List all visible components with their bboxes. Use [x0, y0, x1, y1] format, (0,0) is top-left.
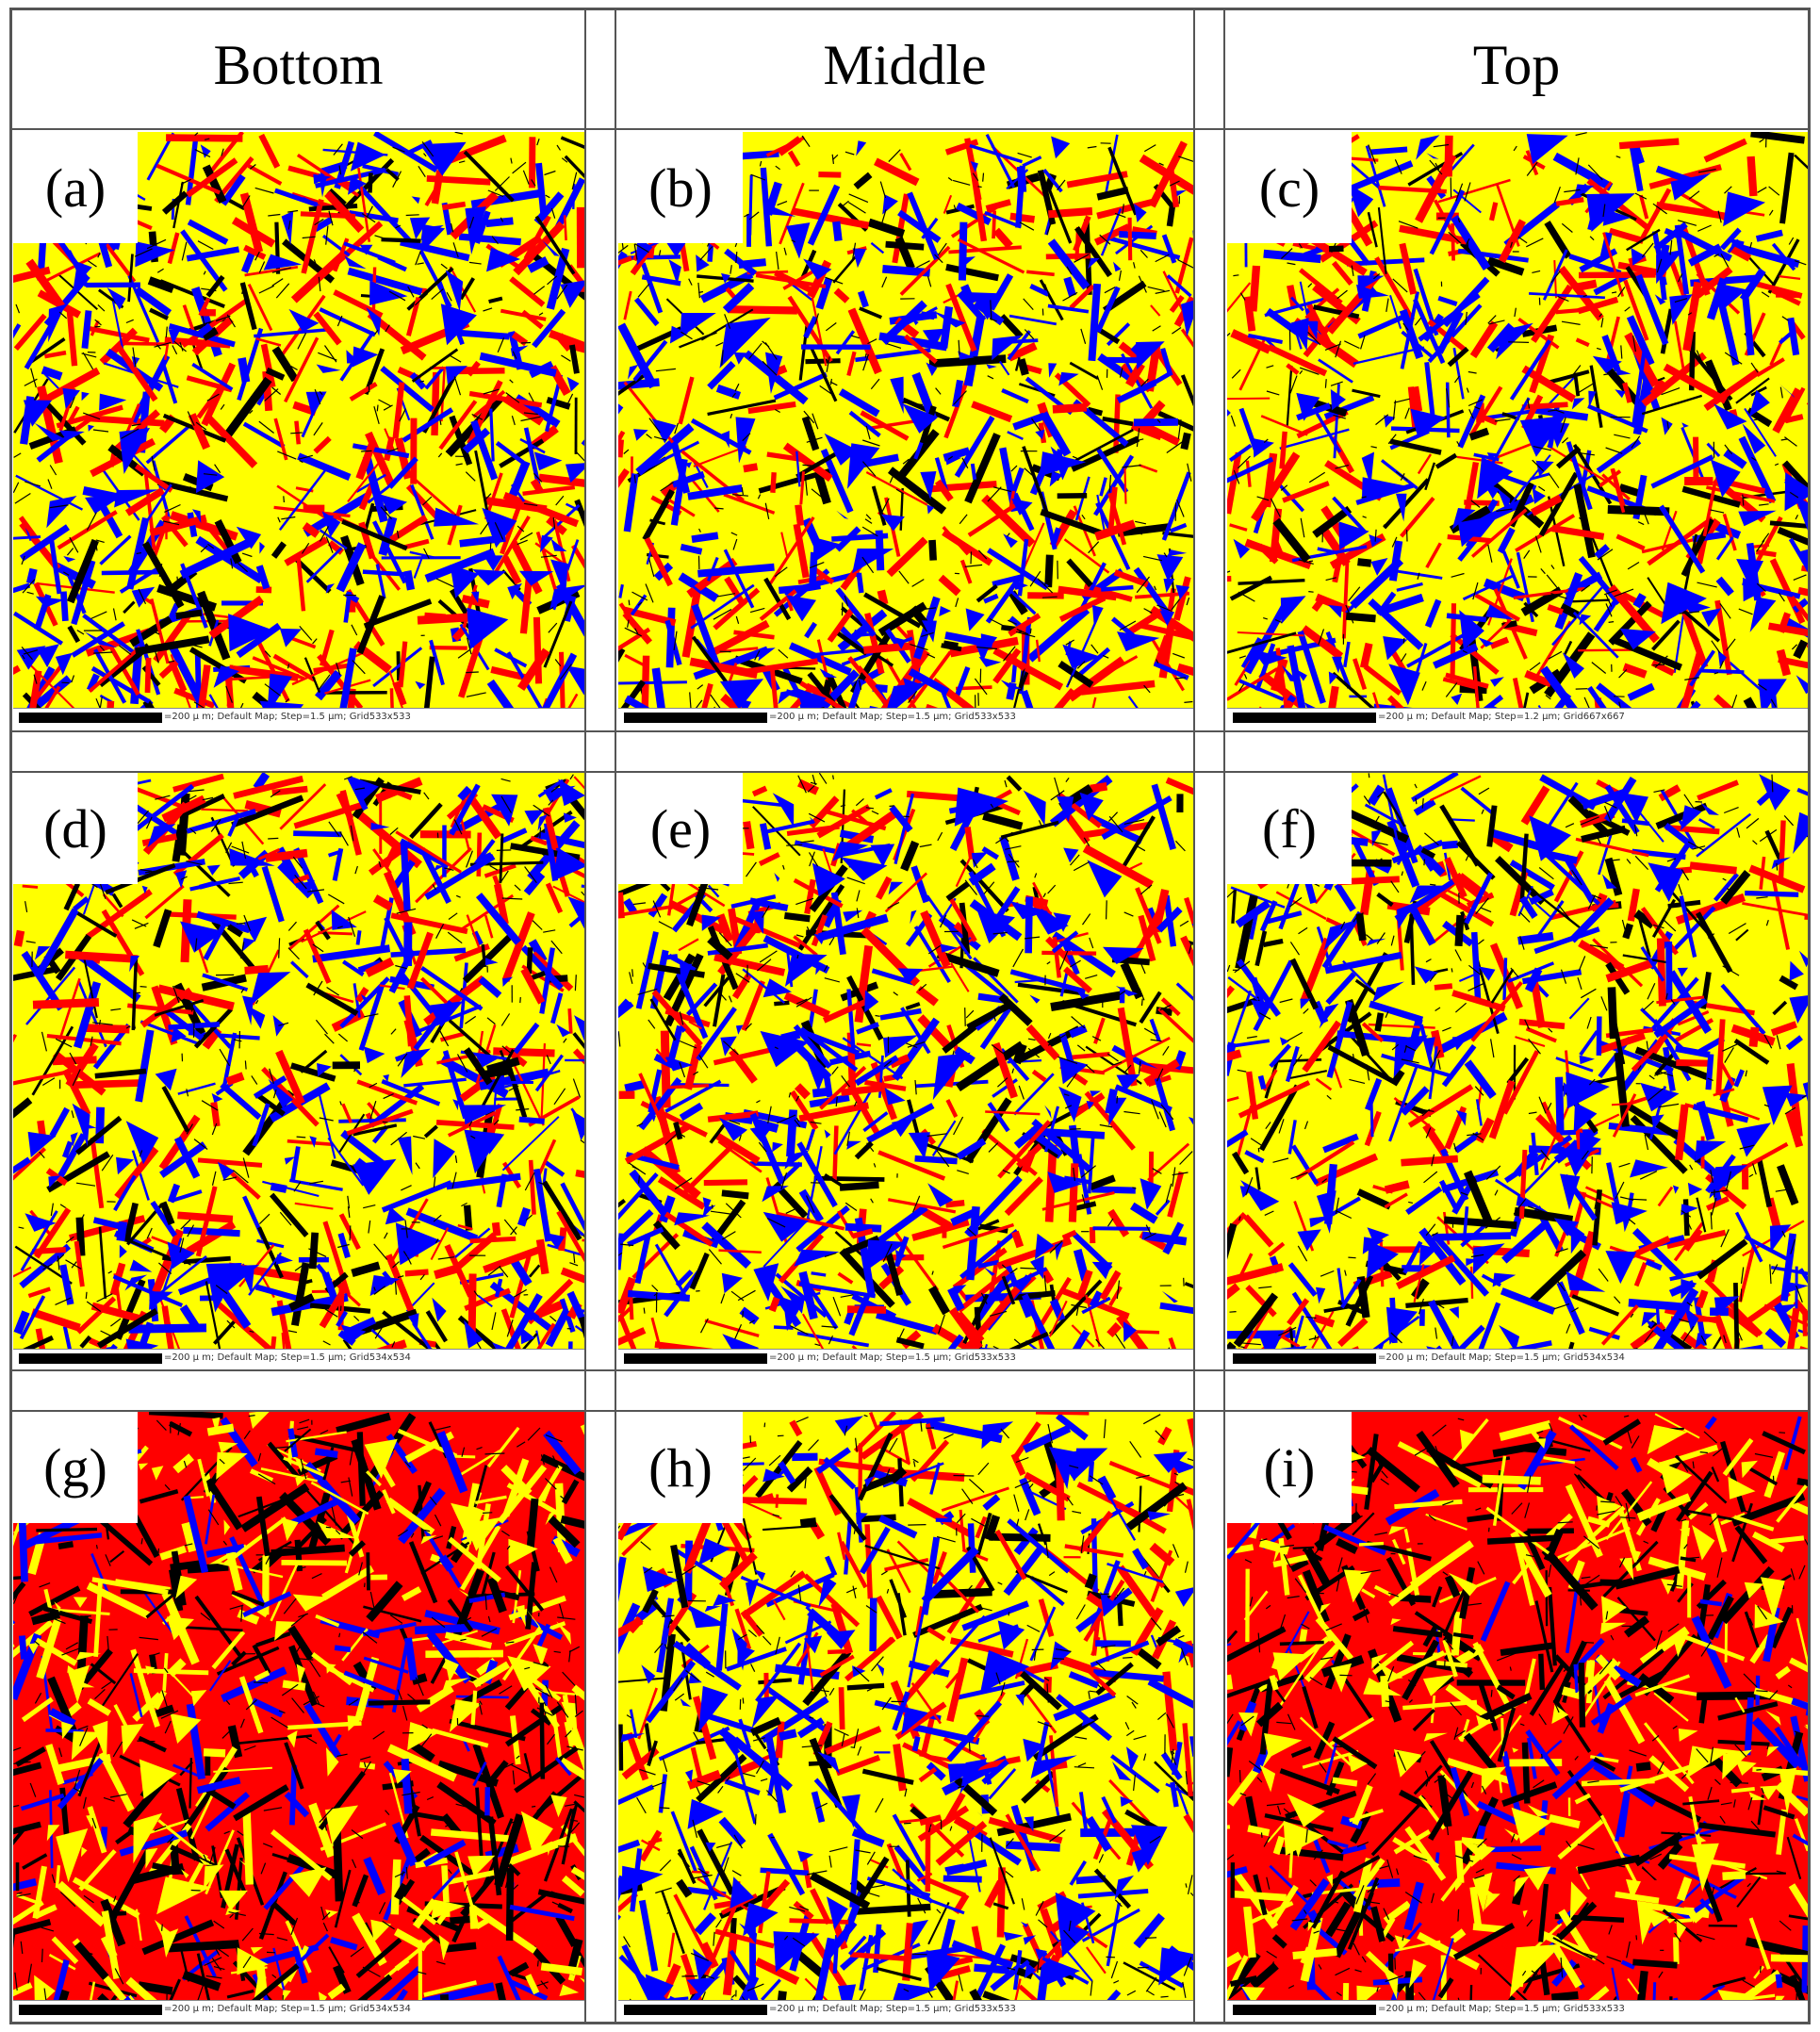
scale-bar-caption: =200 μ m; Default Map; Step=1.5 μm; Grid… — [164, 712, 411, 722]
ebsd-panel-f: (f) =200 μ m; Default Map; Step=1.5 μm; G… — [1227, 773, 1808, 1368]
table-border-bottom — [9, 2022, 1811, 2024]
panel-label: (a) — [13, 132, 138, 243]
ebsd-panel-e: (e) =200 μ m; Default Map; Step=1.5 μm; G… — [618, 773, 1193, 1368]
scale-bar-caption: =200 μ m; Default Map; Step=1.5 μm; Grid… — [164, 1352, 411, 1363]
panel-label: (d) — [13, 773, 138, 884]
column-header-middle: Middle — [823, 33, 987, 96]
row-divider-2b — [9, 1410, 1811, 1412]
panel-label: (i) — [1227, 1412, 1352, 1523]
scale-bar-caption: =200 μ m; Default Map; Step=1.5 μm; Grid… — [769, 2004, 1016, 2014]
ebsd-panel-d: (d) =200 μ m; Default Map; Step=1.5 μm; G… — [13, 773, 584, 1368]
scale-bar: =200 μ m; Default Map; Step=1.5 μm; Grid… — [618, 708, 1193, 728]
scale-bar-caption: =200 μ m; Default Map; Step=1.5 μm; Grid… — [769, 712, 1016, 722]
scale-bar-line — [19, 2005, 162, 2015]
phase-map — [13, 773, 584, 1350]
scale-bar-caption: =200 μ m; Default Map; Step=1.2 μm; Grid… — [1378, 712, 1625, 722]
scale-bar-line — [1233, 1353, 1376, 1364]
scale-bar-line — [1233, 713, 1376, 723]
scale-bar-line — [1233, 2005, 1376, 2015]
row-divider-1b — [9, 771, 1811, 773]
header-divider — [9, 128, 1811, 130]
panel-label: (c) — [1227, 132, 1352, 243]
column-divider-2b — [1223, 8, 1225, 2024]
table-border-right — [1808, 8, 1811, 2024]
scale-bar-line — [19, 713, 162, 723]
column-divider-2a — [1193, 8, 1195, 2024]
table-border-top — [9, 8, 1811, 10]
column-divider-1b — [615, 8, 616, 2024]
ebsd-panel-c: (c) =200 μ m; Default Map; Step=1.2 μm; G… — [1227, 132, 1808, 728]
scale-bar-caption: =200 μ m; Default Map; Step=1.5 μm; Grid… — [164, 2004, 411, 2014]
ebsd-panel-a: (a) =200 μ m; Default Map; Step=1.5 μm; G… — [13, 132, 584, 728]
column-header-bottom: Bottom — [213, 33, 384, 96]
scale-bar: =200 μ m; Default Map; Step=1.5 μm; Grid… — [13, 2000, 584, 2020]
panel-label: (g) — [13, 1412, 138, 1523]
panel-label: (e) — [618, 773, 743, 884]
scale-bar: =200 μ m; Default Map; Step=1.5 μm; Grid… — [1227, 2000, 1808, 2020]
ebsd-panel-b: (b) =200 μ m; Default Map; Step=1.5 μm; G… — [618, 132, 1193, 728]
ebsd-panel-i: (i) =200 μ m; Default Map; Step=1.5 μm; G… — [1227, 1412, 1808, 2020]
ebsd-panel-h: (h) =200 μ m; Default Map; Step=1.5 μm; G… — [618, 1412, 1193, 2020]
scale-bar-line — [19, 1353, 162, 1364]
scale-bar-caption: =200 μ m; Default Map; Step=1.5 μm; Grid… — [1378, 1352, 1625, 1363]
phase-map — [618, 1412, 1193, 2001]
table-border-left — [9, 8, 12, 2024]
scale-bar: =200 μ m; Default Map; Step=1.5 μm; Grid… — [1227, 1349, 1808, 1368]
column-divider-1a — [584, 8, 586, 2024]
row-divider-2a — [9, 1369, 1811, 1371]
scale-bar: =200 μ m; Default Map; Step=1.5 μm; Grid… — [13, 708, 584, 728]
panel-label: (f) — [1227, 773, 1352, 884]
scale-bar: =200 μ m; Default Map; Step=1.2 μm; Grid… — [1227, 708, 1808, 728]
row-divider-1a — [9, 730, 1811, 732]
scale-bar: =200 μ m; Default Map; Step=1.5 μm; Grid… — [618, 2000, 1193, 2020]
scale-bar-caption: =200 μ m; Default Map; Step=1.5 μm; Grid… — [769, 1352, 1016, 1363]
scale-bar: =200 μ m; Default Map; Step=1.5 μm; Grid… — [13, 1349, 584, 1368]
panel-label: (b) — [618, 132, 743, 243]
scale-bar-caption: =200 μ m; Default Map; Step=1.5 μm; Grid… — [1378, 2004, 1625, 2014]
scale-bar-line — [624, 2005, 767, 2015]
scale-bar: =200 μ m; Default Map; Step=1.5 μm; Grid… — [618, 1349, 1193, 1368]
scale-bar-line — [624, 713, 767, 723]
panel-label: (h) — [618, 1412, 743, 1523]
scale-bar-line — [624, 1353, 767, 1364]
column-header-top: Top — [1472, 33, 1561, 96]
ebsd-panel-g: (g) =200 μ m; Default Map; Step=1.5 μm; G… — [13, 1412, 584, 2020]
